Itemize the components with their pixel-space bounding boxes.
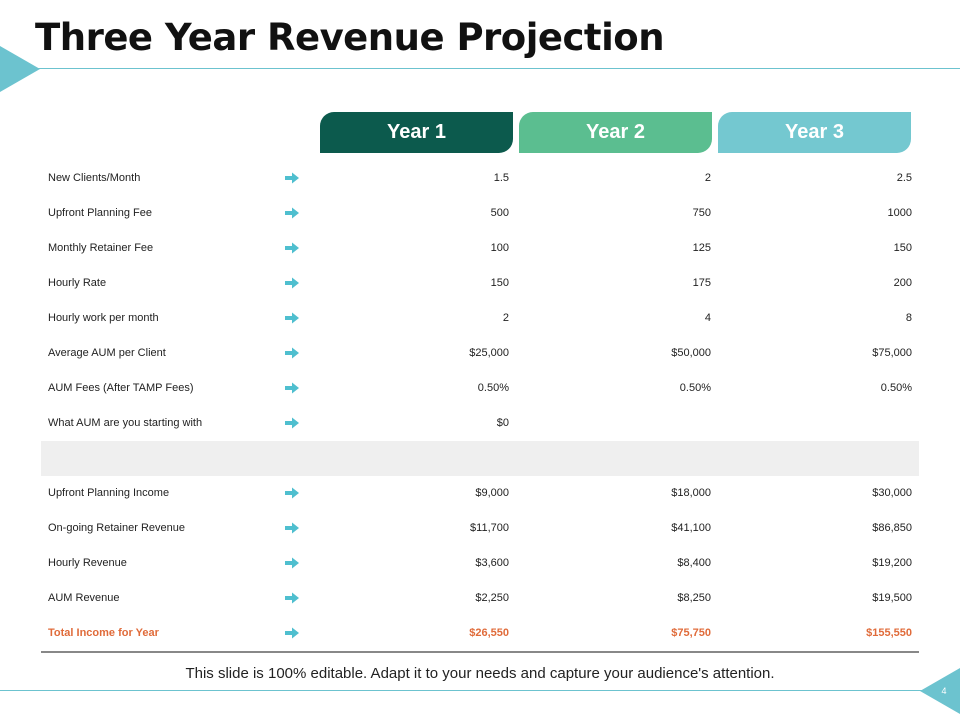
year-3-value: 1000 [887, 207, 912, 219]
row-label: New Clients/Month [48, 172, 141, 184]
year-3-value: $75,000 [872, 347, 912, 359]
arrow-right-icon [284, 312, 300, 324]
year-2-value: 0.50% [679, 382, 711, 394]
year-2-value: 4 [704, 312, 711, 324]
row-label: Average AUM per Client [48, 347, 166, 359]
year-1-value: $2,250 [475, 592, 509, 604]
year-2-value: 2 [704, 172, 711, 184]
header-divider [0, 68, 960, 69]
arrow-right-icon [284, 172, 300, 184]
year-2-value: $50,000 [671, 347, 711, 359]
page-title: Three Year Revenue Projection [35, 16, 665, 59]
table-row: Hourly Revenue $3,600 $8,400 $19,200 [41, 546, 919, 581]
table-bottom-rule [41, 651, 919, 653]
year-2-header: Year 2 [519, 112, 712, 153]
table-row: Hourly Rate 150 175 200 [41, 266, 919, 301]
year-1-value: $26,550 [469, 627, 509, 639]
row-label: AUM Revenue [48, 592, 120, 604]
row-label: On-going Retainer Revenue [48, 522, 185, 534]
year-2-value: 750 [692, 207, 711, 219]
year-2-value: $8,400 [677, 557, 711, 569]
year-2-value: 175 [692, 277, 711, 289]
year-1-value: 2 [502, 312, 509, 324]
page-number-tab [920, 668, 960, 714]
row-label: Hourly Revenue [48, 557, 127, 569]
total-row: Total Income for Year $26,550 $75,750 $155,… [41, 616, 919, 651]
year-3-value: 8 [905, 312, 912, 324]
row-label: Upfront Planning Fee [48, 207, 152, 219]
year-3-header: Year 3 [718, 112, 911, 153]
table-row: Upfront Planning Fee 500 750 1000 [41, 196, 919, 231]
year-2-value: 125 [692, 242, 711, 254]
arrow-right-icon [284, 382, 300, 394]
year-1-value: 150 [490, 277, 509, 289]
year-1-value: $3,600 [475, 557, 509, 569]
year-3-value: $30,000 [872, 487, 912, 499]
year-2-value: $8,250 [677, 592, 711, 604]
table-row: Average AUM per Client $25,000 $50,000 $75,… [41, 336, 919, 371]
year-1-value: 0.50% [477, 382, 509, 394]
arrow-right-icon [284, 522, 300, 534]
arrow-right-icon [284, 557, 300, 569]
row-label: Total Income for Year [48, 627, 159, 639]
row-label: Upfront Planning Income [48, 487, 170, 499]
year-3-value: $155,550 [866, 627, 912, 639]
table-row: New Clients/Month 1.5 2 2.5 [41, 161, 919, 196]
arrow-right-icon [284, 627, 300, 639]
year-3-value: 150 [893, 242, 912, 254]
table-row: Monthly Retainer Fee 100 125 150 [41, 231, 919, 266]
arrow-right-icon [284, 242, 300, 254]
year-2-value: $41,100 [671, 522, 711, 534]
table-row: Upfront Planning Income $9,000 $18,000 $30,… [41, 476, 919, 511]
table-row: AUM Fees (After TAMP Fees) 0.50% 0.50% 0.50… [41, 371, 919, 406]
year-3-value: 200 [893, 277, 912, 289]
year-1-value: $0 [496, 417, 509, 429]
year-1-value: $11,700 [470, 522, 509, 534]
footer-note: This slide is 100% editable. Adapt it to… [185, 665, 775, 682]
year-3-value: 0.50% [880, 382, 912, 394]
table-row: AUM Revenue $2,250 $8,250 $19,500 [41, 581, 919, 616]
arrow-right-icon [284, 592, 300, 604]
year-1-value: $9,000 [475, 487, 509, 499]
page-number: 4 [941, 686, 947, 696]
year-1-value: 1.5 [493, 172, 509, 184]
arrow-right-icon [284, 347, 300, 359]
table-row: What AUM are you starting with $0 [41, 406, 919, 441]
year-2-value: $18,000 [671, 487, 711, 499]
row-label: AUM Fees (After TAMP Fees) [48, 382, 194, 394]
table-row: On-going Retainer Revenue $11,700 $41,100 $… [41, 511, 919, 546]
footer-divider [0, 690, 960, 691]
year-2-value: $75,750 [671, 627, 711, 639]
year-1-value: 500 [490, 207, 509, 219]
year-1-value: $25,000 [469, 347, 509, 359]
year-1-header: Year 1 [320, 112, 513, 153]
row-label: Monthly Retainer Fee [48, 242, 154, 254]
arrow-right-icon [284, 417, 300, 429]
year-3-value: 2.5 [896, 172, 912, 184]
row-label: What AUM are you starting with [48, 417, 203, 429]
corner-triangle-decoration [0, 46, 40, 92]
table-row: Hourly work per month 2 4 8 [41, 301, 919, 336]
year-3-value: $19,200 [872, 557, 912, 569]
arrow-right-icon [284, 207, 300, 219]
arrow-right-icon [284, 277, 300, 289]
section-separator [41, 441, 919, 476]
year-1-value: 100 [490, 242, 509, 254]
year-3-value: $86,850 [872, 522, 912, 534]
arrow-right-icon [284, 487, 300, 499]
year-3-value: $19,500 [872, 592, 912, 604]
row-label: Hourly Rate [48, 277, 107, 289]
row-label: Hourly work per month [48, 312, 159, 324]
